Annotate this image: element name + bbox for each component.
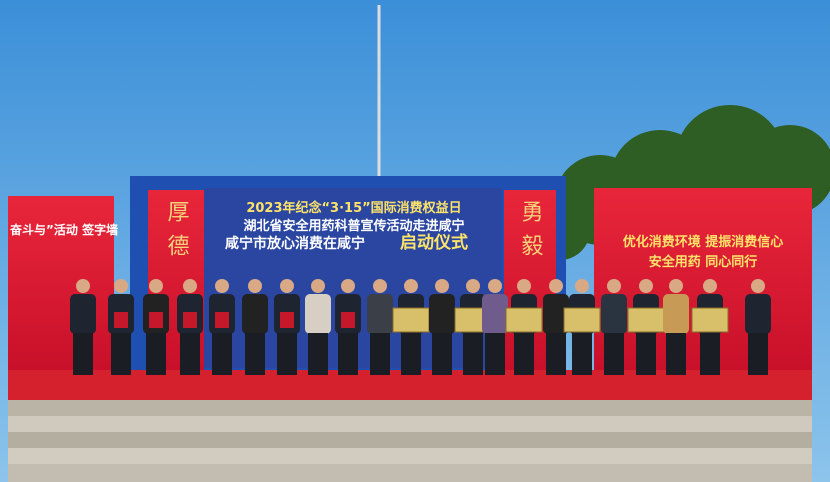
person-legs [546, 333, 566, 375]
red-folder [149, 312, 163, 328]
person-body [242, 294, 268, 334]
person-legs [180, 333, 200, 375]
person-head [248, 279, 262, 293]
person-legs [432, 333, 452, 375]
person-legs [463, 333, 483, 375]
person-legs [245, 333, 265, 375]
person-head [149, 279, 163, 293]
left-board-text: 奋斗与”活动 签字墙 [9, 222, 118, 237]
backdrop-line3: 咸宁市放心消费在咸宁 [225, 235, 365, 252]
person-head [575, 279, 589, 293]
person-legs [370, 333, 390, 375]
person-head [549, 279, 563, 293]
left-pillar: 厚德 [164, 200, 190, 268]
plaque [691, 307, 729, 333]
plaque [392, 307, 430, 333]
person-legs [277, 333, 297, 375]
person-body [70, 294, 96, 334]
plaque [563, 307, 601, 333]
person-body [305, 294, 331, 334]
person-legs [338, 333, 358, 375]
person-legs [700, 333, 720, 375]
person-legs [604, 333, 624, 375]
person-head [311, 279, 325, 293]
red-folder [341, 312, 355, 328]
person-legs [308, 333, 328, 375]
person-head [703, 279, 717, 293]
person-legs [514, 333, 534, 375]
people [70, 279, 771, 375]
person-body [429, 294, 455, 334]
person-legs [748, 333, 768, 375]
person-head [639, 279, 653, 293]
person-head [373, 279, 387, 293]
person-head [488, 279, 502, 293]
person-head [215, 279, 229, 293]
steps [8, 400, 812, 482]
red-folder [280, 312, 294, 328]
person-head [280, 279, 294, 293]
backdrop-line1: 2023年纪念“3·15”国际消费权益日 [246, 200, 461, 216]
person-body [543, 294, 569, 334]
person-legs [212, 333, 232, 375]
person-legs [636, 333, 656, 375]
person-body [601, 294, 627, 334]
person-head [404, 279, 418, 293]
person-legs [146, 333, 166, 375]
person-head [669, 279, 683, 293]
person-head [76, 279, 90, 293]
person-head [517, 279, 531, 293]
person-legs [666, 333, 686, 375]
person-head [435, 279, 449, 293]
person-body [663, 294, 689, 334]
plaque [505, 307, 543, 333]
red-folder [114, 312, 128, 328]
person-head [751, 279, 765, 293]
person-legs [73, 333, 93, 375]
right-pillar: 勇毅 [518, 200, 544, 268]
person-legs [572, 333, 592, 375]
left-board [8, 196, 114, 372]
right-board-line2: 安全用药 同心同行 [649, 254, 758, 270]
person-body [482, 294, 508, 334]
plaque [627, 307, 665, 333]
backdrop-line2: 湖北省安全用药科普宣传活动走进咸宁 [243, 218, 464, 234]
person-body [367, 294, 393, 334]
person-legs [485, 333, 505, 375]
red-folder [183, 312, 197, 328]
person-head [341, 279, 355, 293]
person-legs [401, 333, 421, 375]
person-head [114, 279, 128, 293]
person-head [466, 279, 480, 293]
backdrop-line3-emphasis: 启动仪式 [400, 232, 468, 253]
right-board-line1: 优化消费环境 提振消费信心 [623, 234, 784, 250]
person-head [607, 279, 621, 293]
person-head [183, 279, 197, 293]
person-body [745, 294, 771, 334]
person-legs [111, 333, 131, 375]
red-folder [215, 312, 229, 328]
